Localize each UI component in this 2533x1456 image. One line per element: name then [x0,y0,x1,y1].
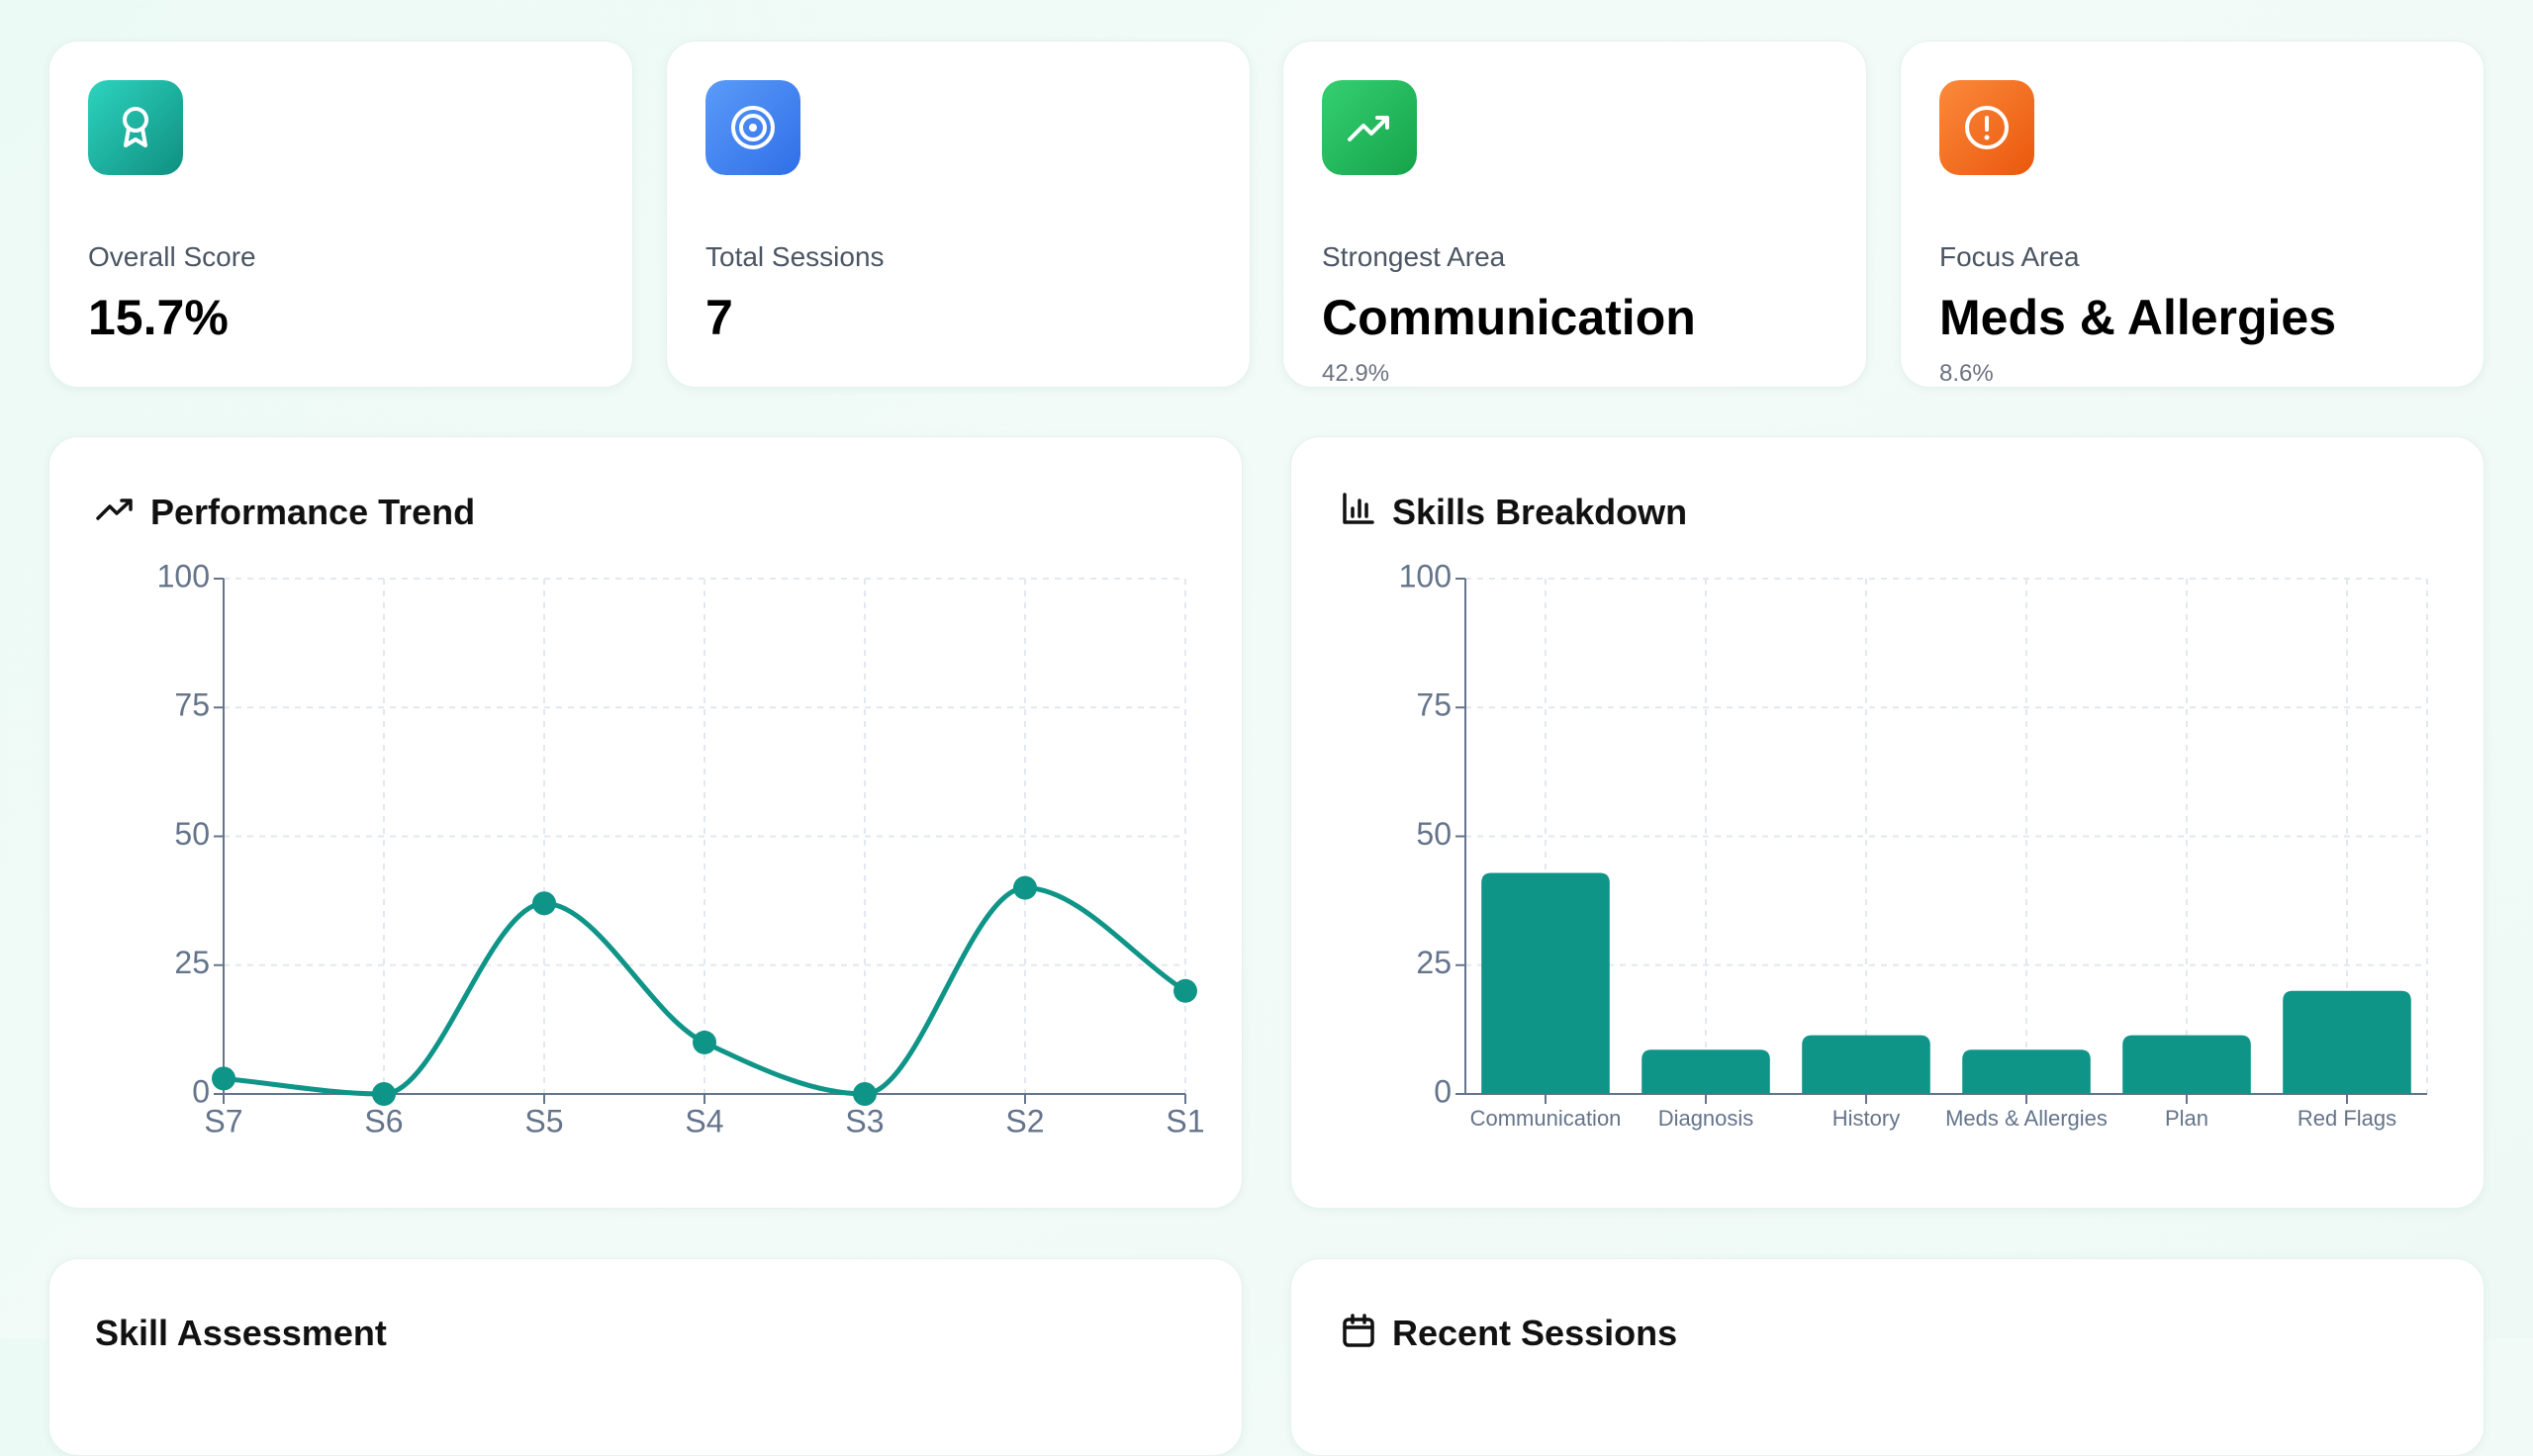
chart: 0 25 50 75 100 S7 S6 S5 S4 S3 S2 S1 [157,558,1205,1138]
trend-icon [1322,80,1417,175]
x-tick-label: S4 [685,1103,723,1138]
x-tick-label: S2 [1005,1103,1044,1138]
stat-card: Overall Score 15.7% [48,41,633,388]
x-tick-label: S5 [524,1103,563,1138]
bar [1802,1035,1930,1094]
x-tick-label: Meds & Allergies [1945,1106,2108,1131]
point [693,1030,716,1054]
stat-label: Focus Area [1939,241,2080,272]
point [532,891,556,916]
stat-value: Meds & Allergies [1939,290,2337,345]
stat-label: Strongest Area [1322,241,1506,272]
chart-card: Performance Trend 0 25 50 75 100 S7 S6 S5 S4 S3 S2… [48,436,1243,1209]
stat-value: 7 [705,290,733,345]
award-icon [88,80,183,175]
x-tick-label: S3 [845,1103,884,1138]
x-tick-label: S7 [204,1103,242,1138]
y-tick-label: 0 [192,1073,210,1109]
x-tick-label: Diagnosis [1658,1106,1754,1131]
bar [2283,990,2411,1094]
panel-title: Recent Sessions [1392,1313,1678,1353]
bar [1642,1049,1770,1094]
y-tick-label: 25 [174,945,210,980]
line [223,885,1187,1097]
panel-card: Recent Sessions [1290,1258,2485,1456]
stat-card: Strongest Area Communication 42.9% [1282,41,1867,388]
y-tick-label: 50 [174,816,210,852]
y-tick-label: 100 [157,558,210,593]
bar [2122,1035,2251,1094]
y-tick-label: 75 [174,687,210,723]
bar [1481,872,1610,1094]
stat-label: Total Sessions [705,241,885,272]
alert-icon [1939,80,2034,175]
stat-label: Overall Score [88,241,256,272]
y-tick-label: 75 [1416,687,1452,723]
x-tick-label: History [1832,1106,1900,1131]
point [1013,875,1037,900]
y-tick-label: 50 [1416,816,1452,852]
point [853,1082,877,1106]
stat-card: Total Sessions 7 [666,41,1251,388]
stat-detail: 8.6% [1939,360,1994,387]
y-tick-label: 25 [1416,945,1452,980]
target-icon [705,80,800,175]
y-tick-label: 100 [1399,558,1452,593]
stat-value: Communication [1322,290,1696,345]
stat-card: Focus Area Meds & Allergies 8.6% [1900,41,2485,388]
chart-card: Skills Breakdown 0 25 50 75 100 Communication… [1290,436,2485,1209]
panel-card: Skill Assessment [48,1258,1243,1456]
chart-title: Performance Trend [150,492,476,532]
chart: 0 25 50 75 100 Communication Diagnosis History M… [1399,558,2428,1131]
x-tick-label: S1 [1166,1103,1204,1138]
calendar-icon [1343,1314,1374,1347]
stat-detail: 42.9% [1322,360,1390,387]
x-tick-label: S6 [364,1103,403,1138]
point [212,1066,235,1091]
x-tick-label: Red Flags [2298,1106,2396,1131]
bar [1962,1049,2091,1094]
x-tick-label: Plan [2165,1106,2208,1131]
bar-chart-icon [1343,493,1374,524]
point [1173,978,1197,1003]
stat-value: 15.7% [88,290,229,345]
trend-icon [96,499,133,520]
point [372,1082,396,1106]
y-tick-label: 0 [1434,1073,1452,1109]
x-tick-label: Communication [1470,1106,1622,1131]
chart-title: Skills Breakdown [1392,492,1688,532]
panel-title: Skill Assessment [95,1313,387,1353]
